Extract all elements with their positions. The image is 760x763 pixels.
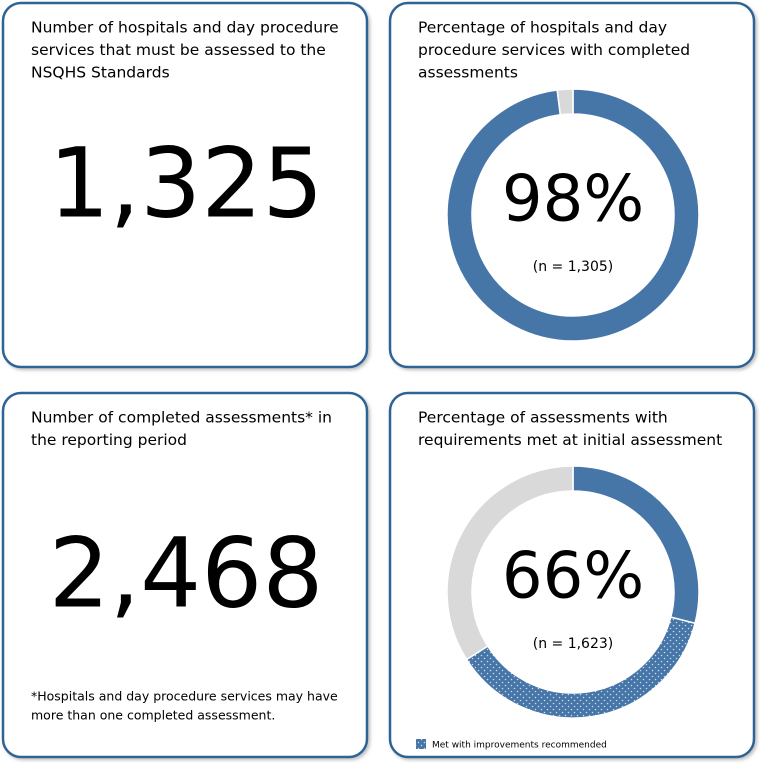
- footnote: *Hospitals and day procedure services ma…: [31, 689, 338, 704]
- card-title: the reporting period: [31, 431, 187, 449]
- footnote: more than one completed assessment.: [31, 708, 275, 723]
- card-title: requirements met at initial assessment: [418, 431, 722, 449]
- card-title: Percentage of assessments with: [418, 409, 668, 427]
- card-title: Number of completed assessments* in: [31, 409, 332, 427]
- card-title: Percentage of hospitals and day: [418, 19, 667, 37]
- donut-segment: [446, 465, 574, 661]
- n-label: (n = 1,623): [533, 636, 614, 652]
- card-title: assessments: [418, 64, 518, 82]
- card: [1, 391, 369, 759]
- donut-segment: [556, 88, 574, 116]
- card: [1, 1, 369, 369]
- card-title: procedure services with completed: [418, 41, 690, 59]
- card-title: Number of hospitals and day procedure: [31, 19, 339, 37]
- big-number: 1,325: [49, 127, 324, 239]
- big-number: 2,468: [49, 517, 324, 629]
- n-label: (n = 1,305): [533, 259, 614, 275]
- center-label: 66%: [502, 540, 644, 614]
- card-title: NSQHS Standards: [31, 64, 170, 82]
- card-title: services that must be assessed to the: [31, 41, 326, 59]
- legend-swatch: [416, 739, 426, 749]
- center-label: 98%: [502, 163, 644, 237]
- legend-label: Met with improvements recommended: [432, 741, 607, 751]
- donut-segment: [446, 88, 700, 342]
